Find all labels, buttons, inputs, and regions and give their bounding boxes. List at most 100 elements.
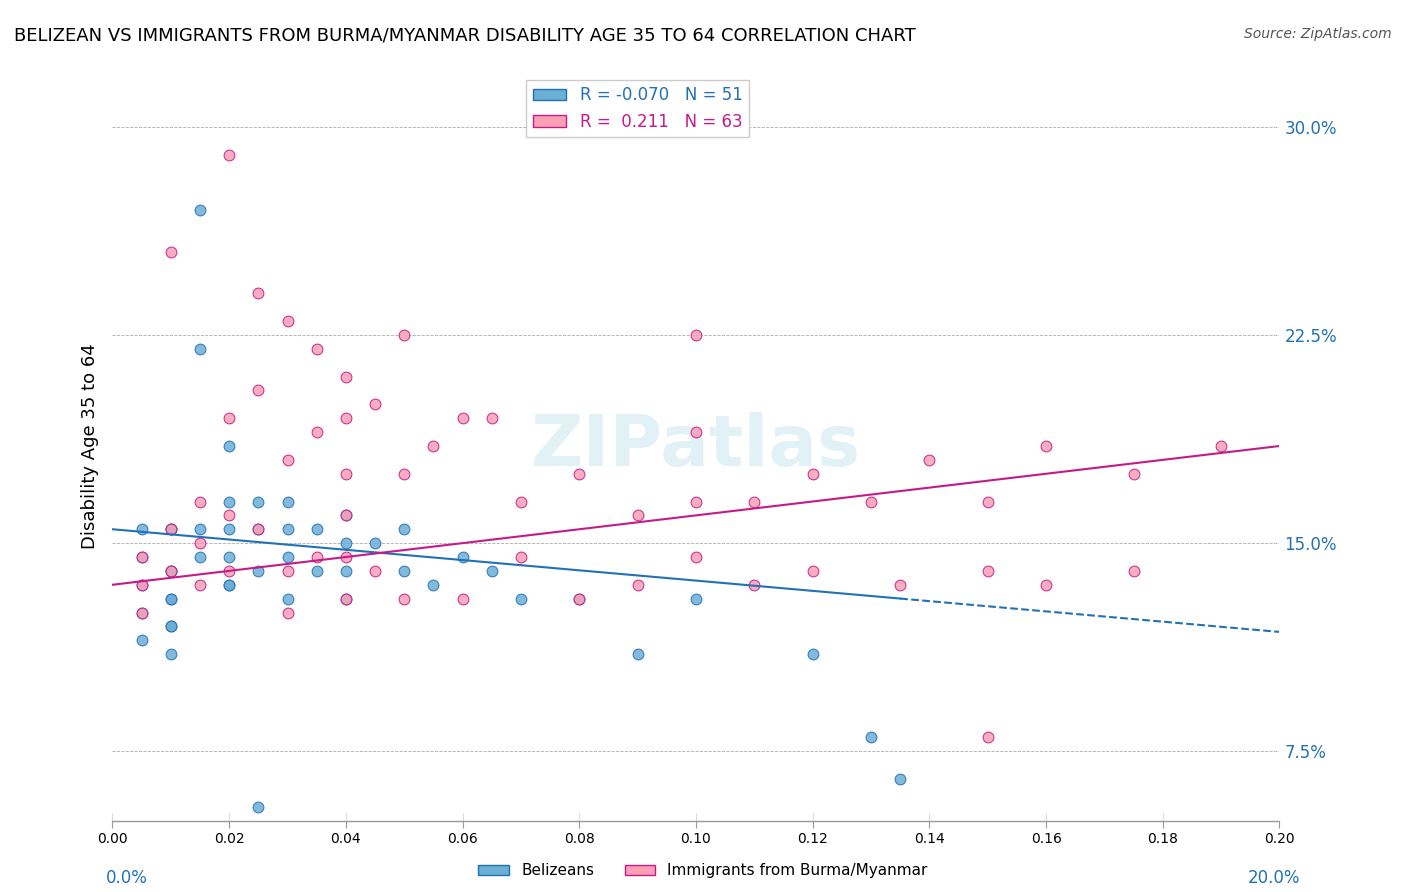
Point bbox=[218, 147, 240, 161]
Point bbox=[422, 439, 444, 453]
Point bbox=[218, 549, 240, 564]
Point bbox=[394, 467, 416, 481]
Point bbox=[889, 578, 911, 592]
Point bbox=[451, 591, 474, 606]
Point bbox=[335, 591, 357, 606]
Point bbox=[335, 564, 357, 578]
Point bbox=[305, 522, 328, 536]
Point bbox=[685, 425, 707, 439]
Point bbox=[188, 578, 211, 592]
Point bbox=[509, 591, 531, 606]
Point bbox=[801, 647, 824, 661]
Point bbox=[305, 342, 328, 356]
Point bbox=[1209, 439, 1232, 453]
Point bbox=[218, 508, 240, 523]
Point bbox=[276, 606, 298, 620]
Point bbox=[335, 369, 357, 384]
Point bbox=[247, 286, 270, 301]
Point bbox=[188, 342, 211, 356]
Text: 20.0%: 20.0% bbox=[1249, 869, 1301, 887]
Point bbox=[860, 494, 883, 508]
Text: ZIPatlas: ZIPatlas bbox=[531, 411, 860, 481]
Point bbox=[976, 564, 998, 578]
Y-axis label: Disability Age 35 to 64: Disability Age 35 to 64 bbox=[80, 343, 98, 549]
Point bbox=[160, 564, 183, 578]
Point bbox=[131, 633, 153, 648]
Point bbox=[276, 314, 298, 328]
Point bbox=[509, 494, 531, 508]
Point bbox=[335, 591, 357, 606]
Point bbox=[188, 536, 211, 550]
Point bbox=[160, 591, 183, 606]
Point bbox=[218, 411, 240, 425]
Point bbox=[742, 494, 765, 508]
Point bbox=[160, 619, 183, 633]
Point bbox=[305, 549, 328, 564]
Point bbox=[160, 619, 183, 633]
Point bbox=[335, 411, 357, 425]
Point bbox=[160, 522, 183, 536]
Point bbox=[742, 578, 765, 592]
Point bbox=[247, 494, 270, 508]
Point bbox=[394, 328, 416, 343]
Point bbox=[627, 578, 650, 592]
Point bbox=[976, 494, 998, 508]
Point bbox=[131, 522, 153, 536]
Point bbox=[451, 549, 474, 564]
Point bbox=[247, 799, 270, 814]
Point bbox=[568, 467, 591, 481]
Point bbox=[131, 549, 153, 564]
Point bbox=[1035, 439, 1057, 453]
Point bbox=[276, 522, 298, 536]
Point bbox=[276, 494, 298, 508]
Point bbox=[276, 564, 298, 578]
Point bbox=[364, 536, 387, 550]
Point bbox=[131, 578, 153, 592]
Point bbox=[131, 549, 153, 564]
Point bbox=[160, 647, 183, 661]
Point bbox=[364, 564, 387, 578]
Point bbox=[160, 522, 183, 536]
Point bbox=[918, 453, 941, 467]
Point bbox=[131, 606, 153, 620]
Point bbox=[218, 578, 240, 592]
Point bbox=[276, 549, 298, 564]
Point bbox=[131, 578, 153, 592]
Point bbox=[685, 591, 707, 606]
Point bbox=[160, 522, 183, 536]
Point bbox=[305, 564, 328, 578]
Point bbox=[801, 467, 824, 481]
Point bbox=[451, 411, 474, 425]
Point bbox=[276, 453, 298, 467]
Point bbox=[394, 591, 416, 606]
Point bbox=[685, 494, 707, 508]
Legend: Belizeans, Immigrants from Burma/Myanmar: Belizeans, Immigrants from Burma/Myanmar bbox=[472, 857, 934, 884]
Point bbox=[160, 564, 183, 578]
Point bbox=[218, 564, 240, 578]
Point bbox=[335, 536, 357, 550]
Point bbox=[335, 508, 357, 523]
Point bbox=[335, 467, 357, 481]
Point bbox=[188, 494, 211, 508]
Point bbox=[860, 731, 883, 745]
Text: BELIZEAN VS IMMIGRANTS FROM BURMA/MYANMAR DISABILITY AGE 35 TO 64 CORRELATION CH: BELIZEAN VS IMMIGRANTS FROM BURMA/MYANMA… bbox=[14, 27, 915, 45]
Point bbox=[247, 522, 270, 536]
Point bbox=[276, 591, 298, 606]
Point bbox=[305, 425, 328, 439]
Point bbox=[364, 397, 387, 411]
Point bbox=[568, 591, 591, 606]
Point bbox=[889, 772, 911, 786]
Point bbox=[188, 203, 211, 218]
Point bbox=[685, 328, 707, 343]
Point bbox=[801, 564, 824, 578]
Point bbox=[188, 522, 211, 536]
Point bbox=[509, 549, 531, 564]
Point bbox=[218, 439, 240, 453]
Point bbox=[335, 549, 357, 564]
Point bbox=[247, 522, 270, 536]
Point bbox=[160, 591, 183, 606]
Point bbox=[1122, 564, 1144, 578]
Point bbox=[481, 411, 503, 425]
Point bbox=[160, 564, 183, 578]
Point bbox=[481, 564, 503, 578]
